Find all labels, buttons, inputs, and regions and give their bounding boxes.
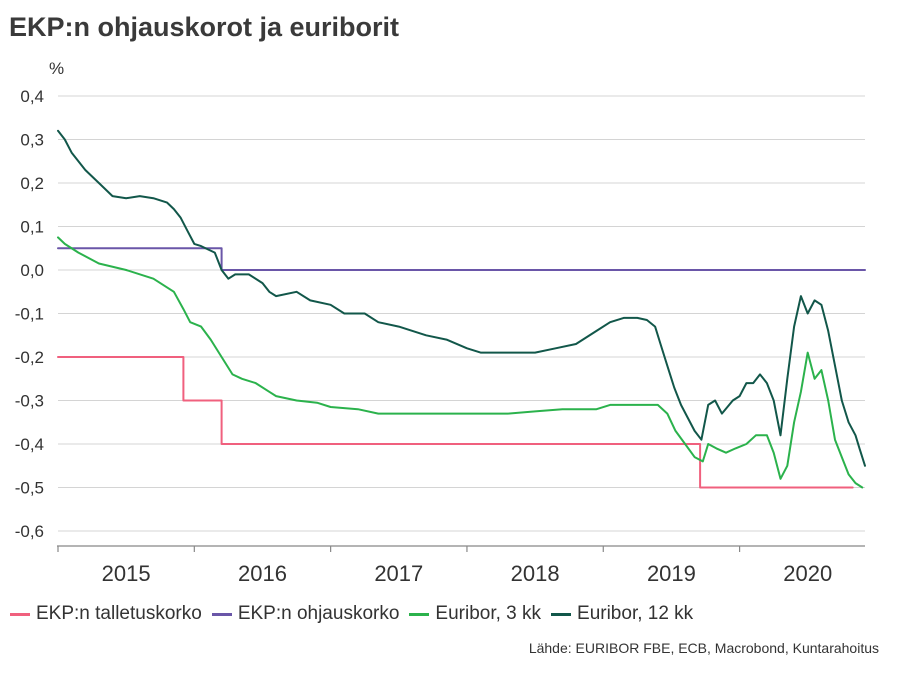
legend-item: Euribor, 3 kk — [409, 603, 541, 625]
y-tick-label: 0,0 — [20, 261, 44, 280]
y-tick-label: 0,1 — [20, 218, 44, 237]
legend-item: EKP:n ohjauskorko — [211, 603, 400, 625]
legend-label: EKP:n talletuskorko — [36, 603, 202, 624]
source-note: Lähde: EURIBOR FBE, ECB, Macrobond, Kunt… — [528, 640, 879, 656]
y-tick-label: -0,5 — [15, 479, 44, 498]
y-tick-label: -0,3 — [15, 392, 44, 411]
y-tick-label: 0,2 — [20, 174, 44, 193]
gridlines — [58, 95, 865, 532]
legend-swatch — [211, 612, 232, 616]
series-line-2 — [57, 247, 866, 271]
y-tick-label: 0,3 — [20, 131, 44, 150]
y-tick-label: 0,4 — [20, 87, 44, 106]
legend: EKP:n talletuskorko EKP:n ohjauskorko Euri… — [10, 601, 703, 627]
legend-label: Euribor, 3 kk — [435, 603, 542, 624]
x-tick-label: 2018 — [511, 561, 560, 586]
legend-swatch — [10, 612, 30, 616]
x-tick-label: 2017 — [374, 561, 423, 586]
x-tick-label: 2019 — [647, 561, 696, 586]
y-tick-label: -0,4 — [15, 435, 44, 454]
legend-label: EKP:n ohjauskorko — [237, 603, 400, 624]
y-tick-label: -0,6 — [15, 522, 44, 541]
y-axis-unit: % — [49, 59, 64, 78]
y-tick-label: -0,2 — [15, 348, 44, 367]
legend-item: EKP:n talletuskorko — [10, 603, 202, 625]
legend-swatch — [551, 612, 572, 616]
x-tick-label: 2016 — [238, 561, 287, 586]
legend-label: Euribor, 12 kk — [577, 603, 694, 624]
y-tick-label: -0,1 — [15, 305, 44, 324]
x-tick-label: 2020 — [783, 561, 832, 586]
y-axis-ticks: 0,4 0,3 0,2 0,1 0,0 -0,1 -0,2 -0,3 -0,4 -0,5 -0,6 — [15, 87, 44, 541]
x-tick-label: 2015 — [102, 561, 151, 586]
x-axis: 2015 2016 2017 2018 2019 2020 — [57, 545, 865, 586]
series-line-1 — [57, 356, 854, 489]
series-lines — [57, 129, 866, 489]
legend-swatch — [409, 612, 430, 616]
chart-title: EKP:n ohjauskorot ja euriborit — [9, 12, 400, 42]
series-line-3 — [57, 236, 864, 489]
legend-item: Euribor, 12 kk — [551, 603, 693, 625]
series-line-4 — [57, 129, 866, 467]
